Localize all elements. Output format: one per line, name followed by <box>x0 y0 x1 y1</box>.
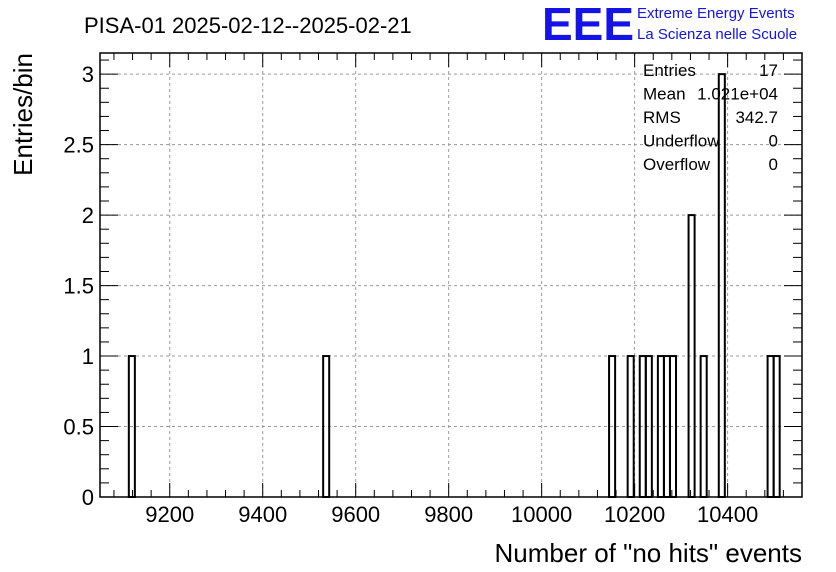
y-tick-labels: 0 0.5 1 1.5 2 2.5 3 <box>63 62 94 510</box>
x-tick-label: 10000 <box>511 502 572 527</box>
y-tick-label: 2 <box>82 203 94 228</box>
x-tick-label: 9200 <box>145 502 194 527</box>
histogram-bin <box>772 355 781 498</box>
histogram-bin <box>687 214 696 498</box>
stats-value: 1.021e+04 <box>697 85 778 104</box>
stats-label: Underflow <box>643 132 720 151</box>
x-tick-label: 9400 <box>238 502 287 527</box>
histogram-bin <box>322 355 331 498</box>
eee-logo: EEE Extreme Energy Events La Scienza nel… <box>542 0 797 50</box>
x-axis-label: Number of "no hits" events <box>495 538 803 568</box>
stats-value: 0 <box>769 132 778 151</box>
stats-label: Overflow <box>643 155 711 174</box>
x-tick-label: 10200 <box>604 502 665 527</box>
axis-ticks <box>100 53 803 498</box>
stats-label: RMS <box>643 108 681 127</box>
histogram-bin <box>717 73 726 499</box>
logo-text: EEE <box>542 0 634 50</box>
y-tick-label: 2.5 <box>63 133 94 158</box>
y-axis-label: Entries/bin <box>8 53 38 176</box>
y-tick-label: 0 <box>82 485 94 510</box>
stats-value: 0 <box>769 155 778 174</box>
stats-value: 17 <box>759 61 778 80</box>
chart-title: PISA-01 2025-02-12--2025-02-21 <box>84 13 412 38</box>
stats-box: Entries 17 Mean 1.021e+04 RMS 342.7 Underflow 0… <box>643 61 778 174</box>
stats-value: 342.7 <box>735 108 778 127</box>
y-tick-label: 0.5 <box>63 415 94 440</box>
x-tick-label: 10400 <box>697 502 758 527</box>
stats-label: Entries <box>643 61 696 80</box>
grid-lines <box>100 53 802 497</box>
logo-line2: La Scienza nelle Scuole <box>637 26 797 43</box>
stats-label: Mean <box>643 85 686 104</box>
histogram-bin <box>699 355 708 498</box>
histogram-bars <box>127 73 781 499</box>
y-tick-label: 1 <box>82 344 94 369</box>
plot-frame <box>99 52 803 498</box>
logo-line1: Extreme Energy Events <box>637 5 795 22</box>
x-tick-labels: 9200 9400 9600 9800 10000 10200 10400 <box>145 502 758 527</box>
y-tick-label: 3 <box>82 62 94 87</box>
x-tick-label: 9600 <box>331 502 380 527</box>
x-tick-label: 9800 <box>424 502 473 527</box>
y-tick-label: 1.5 <box>63 274 94 299</box>
